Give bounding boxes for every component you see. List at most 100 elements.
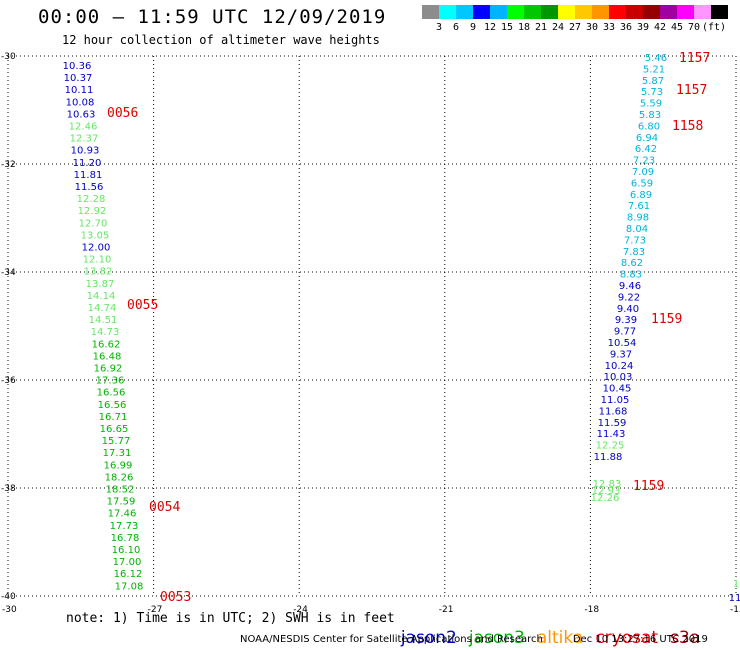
page-title: 00:00 – 11:59 UTC 12/09/2019 [38, 6, 387, 28]
swh-value: 16.56 [97, 388, 126, 399]
swh-value: 8.83 [620, 270, 642, 281]
swh-value: 16.71 [99, 412, 128, 423]
swh-value: 8.62 [621, 258, 643, 269]
swh-value: 6.94 [636, 133, 658, 144]
legend-tick: 70 [687, 22, 701, 33]
sat-jason3: jason3 [468, 628, 525, 648]
swh-value: 10.37 [64, 73, 93, 84]
swh-value: 16.78 [111, 533, 140, 544]
pass-time-label: 0053 [160, 590, 191, 605]
swh-value: 9.46 [619, 281, 641, 292]
swh-value: 10.03 [604, 372, 633, 383]
swh-value: 10.24 [605, 361, 634, 372]
credit-line: NOAA/NESDIS Center for Satellite Applica… [240, 634, 708, 645]
legend-swatch [558, 5, 575, 19]
swh-value: 15.77 [102, 436, 131, 447]
swh-value: 6.89 [630, 190, 652, 201]
swh-value: 7.61 [628, 201, 650, 212]
legend-tick: 12 [483, 22, 497, 33]
swh-value: 14.74 [88, 303, 117, 314]
lon-tick-label: -30 [2, 605, 17, 615]
legend-tick: 27 [568, 22, 582, 33]
legend-tick: 39 [636, 22, 650, 33]
legend-tick: 45 [670, 22, 684, 33]
swh-value: 10.45 [603, 384, 632, 395]
swh-value: 7.73 [624, 235, 646, 246]
swh-value: 10.11 [65, 85, 94, 96]
swh-value: 5.46 [645, 53, 667, 64]
generated-timestamp: Dec 10 13:27:16 UTC 2019 [572, 634, 708, 645]
lon-tick-label: -27 [148, 605, 163, 615]
swh-value: 5.87 [642, 76, 664, 87]
pass-time-labels: 0056 0055 0054 0053 1157 1157 1158 1159 1159 [107, 51, 710, 605]
legend-swatch [609, 5, 626, 19]
swh-value: 11.81 [74, 170, 103, 181]
swh-value: 12.37 [70, 134, 99, 145]
swh-value: 16.10 [112, 545, 141, 556]
swh-value: 17.73 [110, 521, 139, 532]
pass-time-label: 0055 [127, 298, 158, 313]
swh-value: 17.08 [115, 581, 144, 592]
legend-tick: 24 [551, 22, 565, 33]
swh-value: 17.46 [108, 509, 137, 520]
swh-value: 7.83 [623, 247, 645, 258]
legend-swatch [490, 5, 507, 19]
legend-tick: 15 [500, 22, 514, 33]
legend-swatch [541, 5, 558, 19]
sat-altika: altika [536, 628, 584, 648]
swh-value: 17.31 [103, 448, 132, 459]
legend-swatch [507, 5, 524, 19]
axis-labels: -30 -32 -34 -36 -38 -40 -30 -27 -24 -21 -18 -15 [1, 52, 740, 615]
swh-value: 12.83 [593, 479, 622, 490]
credit-text: NOAA/NESDIS Center for Satellite Applica… [240, 634, 543, 645]
swh-value: 8.98 [627, 213, 649, 224]
swh-value: 16.56 [98, 400, 127, 411]
swh-value: 16.99 [104, 460, 133, 471]
legend-swatch [422, 5, 439, 19]
swh-value: 12.25 [596, 441, 625, 452]
sat-jason2: jason2 [400, 628, 457, 648]
swh-value: 10.08 [66, 97, 95, 108]
footer-note: note: 1) Time is in UTC; 2) SWH is in fe… [66, 611, 395, 626]
legend-swatch [643, 5, 660, 19]
legend-swatch [473, 5, 490, 19]
lon-tick-label: -18 [584, 605, 599, 615]
swh-value: 10.93 [71, 146, 100, 157]
swh-value: 11.88 [594, 452, 623, 463]
legend-unit: (ft) [702, 22, 727, 33]
lat-tick-label: -30 [1, 52, 16, 62]
swh-value: 7.23 [633, 156, 655, 167]
sat-s3a: s3a [670, 628, 701, 648]
legend-tick: 18 [517, 22, 531, 33]
lat-tick-label: -38 [1, 484, 16, 494]
swh-value: 5.21 [643, 64, 665, 75]
swh-value: 11.68 [599, 406, 628, 417]
legend-tick: 42 [653, 22, 667, 33]
swh-value: 13.87 [86, 279, 115, 290]
pass-time-label: 1158 [672, 119, 703, 134]
swh-value: 12.70 [79, 218, 108, 229]
swh-value: 16.92 [94, 364, 123, 375]
legend-swatch [626, 5, 643, 19]
swh-value: 16.12 [114, 569, 143, 580]
swh-value: 14.51 [89, 315, 118, 326]
swh-value: 13.82 [84, 267, 113, 278]
graticule [7, 55, 737, 597]
legend-swatch [592, 5, 609, 19]
swh-value: 11.05 [601, 395, 630, 406]
swh-value: 17.36 [96, 376, 125, 387]
swh-value: 12.26 [591, 493, 620, 504]
swh-value: 16.65 [100, 424, 129, 435]
swh-value: 17.00 [113, 557, 142, 568]
legend-swatch [677, 5, 694, 19]
legend-tick: 36 [619, 22, 633, 33]
pass-time-label: 1159 [651, 312, 682, 327]
swh-value: 5.73 [641, 87, 663, 98]
swh-value: 9.39 [615, 315, 637, 326]
swh-value: 18.52 [106, 485, 135, 496]
swh-value: 9.22 [618, 292, 640, 303]
swh-value: 11.56 [75, 182, 104, 193]
swh-value: 11.43 [597, 429, 626, 440]
swh-value: 10.36 [63, 61, 92, 72]
